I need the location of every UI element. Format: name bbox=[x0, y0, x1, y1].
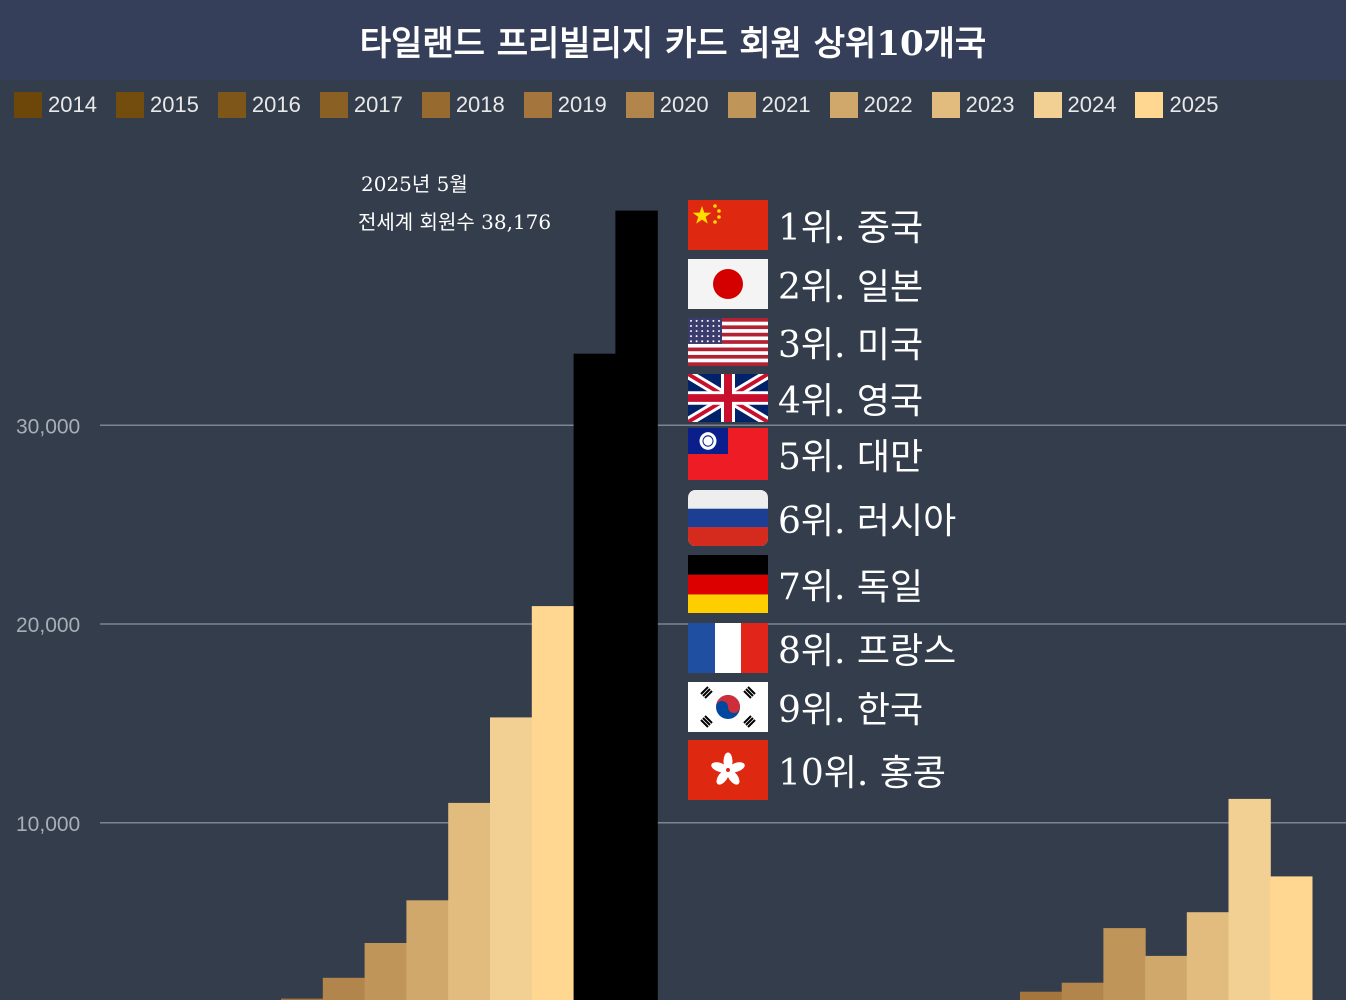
bar-2025 bbox=[531, 606, 575, 1000]
bar-2020 bbox=[1061, 982, 1104, 1000]
france-flag-icon bbox=[688, 623, 768, 673]
rank-label: 4위. 영국 bbox=[778, 381, 924, 422]
bar-2024 bbox=[1228, 798, 1271, 1000]
bar-2019 bbox=[281, 998, 324, 1000]
legend-swatch bbox=[829, 92, 858, 118]
rank-label: 7위. 독일 bbox=[778, 567, 924, 608]
y-tick-label: 30,000 bbox=[16, 415, 80, 438]
bar-undefined bbox=[573, 353, 616, 1000]
rank-label: 9위. 한국 bbox=[778, 690, 924, 731]
russia-flag-icon bbox=[688, 490, 768, 546]
annotation-line: 2025년 5월 bbox=[361, 172, 468, 196]
taiwan-flag-icon bbox=[688, 428, 768, 480]
rank-label: 1위. 중국 bbox=[778, 208, 924, 249]
legend-item-2024: 2024 bbox=[1033, 92, 1117, 118]
rank-label: 5위. 대만 bbox=[778, 437, 924, 478]
legend-label: 2018 bbox=[455, 92, 505, 117]
rank-label: 2위. 일본 bbox=[778, 267, 924, 308]
usa-flag-icon bbox=[688, 318, 768, 366]
rank-label: 10위. 홍콩 bbox=[778, 753, 947, 794]
legend-swatch bbox=[14, 92, 42, 118]
bar-2021 bbox=[364, 943, 407, 1000]
bar-2022 bbox=[406, 900, 449, 1000]
hongkong-flag-icon bbox=[688, 740, 768, 800]
bar-2025 bbox=[1270, 876, 1313, 1000]
rank-label: 8위. 프랑스 bbox=[778, 631, 957, 672]
bar-2021 bbox=[1103, 928, 1146, 1000]
japan-flag-icon bbox=[688, 259, 768, 309]
legend-swatch bbox=[319, 92, 348, 118]
legend-label: 2016 bbox=[251, 92, 301, 117]
legend-swatch bbox=[1135, 92, 1164, 118]
legend: 2014 2015 2016 2017 2018 2019 2020 2021 2022 2023… bbox=[14, 90, 1237, 120]
germany-flag-icon bbox=[688, 555, 768, 613]
bar-layer bbox=[281, 210, 1313, 1000]
legend-item-2023: 2023 bbox=[931, 92, 1015, 118]
legend-item-2025: 2025 bbox=[1135, 92, 1218, 118]
legend-item-2020: 2020 bbox=[625, 92, 709, 118]
grid-layer: 10,000 20,000 30,000 bbox=[16, 415, 1346, 836]
rank-row: 5위. 대만 bbox=[688, 428, 923, 480]
bar-2024 bbox=[490, 717, 533, 1000]
bar-2023 bbox=[448, 802, 491, 1000]
y-tick-label: 20,000 bbox=[16, 614, 80, 637]
legend-label: 2015 bbox=[149, 92, 199, 117]
legend-item-2014: 2014 bbox=[14, 92, 97, 118]
legend-label: 2025 bbox=[1169, 92, 1219, 117]
legend-swatch bbox=[1033, 92, 1062, 118]
rank-row: 2위. 일본 bbox=[688, 258, 923, 310]
rank-row: 9위. 한국 bbox=[688, 681, 923, 733]
legend-item-2016: 2016 bbox=[217, 92, 301, 118]
korea-flag-icon bbox=[688, 682, 768, 732]
bar-2023 bbox=[1186, 912, 1230, 1000]
legend-item-2021: 2021 bbox=[727, 92, 811, 118]
legend-item-2017: 2017 bbox=[319, 92, 403, 118]
title-bar: 타일랜드 프리빌리지 카드 회원 상위10개국 bbox=[0, 0, 1346, 80]
legend-item-2018: 2018 bbox=[421, 92, 505, 118]
annotation-line: 전세계 회원수 38,176 bbox=[358, 210, 551, 234]
rank-row: 6위. 러시아 bbox=[688, 490, 956, 546]
legend-swatch bbox=[217, 92, 246, 118]
legend-label: 2014 bbox=[48, 92, 97, 117]
legend-label: 2024 bbox=[1067, 92, 1117, 117]
rank-row: 1위. 중국 bbox=[688, 199, 923, 251]
rank-row: 3위. 미국 bbox=[688, 316, 923, 368]
legend-label: 2019 bbox=[557, 92, 607, 117]
legend-swatch bbox=[931, 92, 960, 118]
legend-item-2015: 2015 bbox=[115, 92, 199, 118]
legend-swatch bbox=[421, 92, 450, 118]
rank-label: 6위. 러시아 bbox=[778, 501, 957, 542]
rank-row: 10위. 홍콩 bbox=[688, 740, 946, 800]
rank-row: 7위. 독일 bbox=[688, 555, 923, 613]
legend-swatch bbox=[115, 92, 144, 118]
bar-2022 bbox=[1145, 955, 1188, 1000]
rank-row: 8위. 프랑스 bbox=[688, 622, 956, 674]
legend-item-2019: 2019 bbox=[523, 92, 607, 118]
legend-label: 2017 bbox=[353, 92, 403, 117]
bar-2019 bbox=[1020, 991, 1063, 1000]
legend-swatch bbox=[727, 92, 756, 118]
legend-swatch bbox=[523, 92, 552, 118]
legend-label: 2021 bbox=[761, 92, 811, 117]
chart-title: 타일랜드 프리빌리지 카드 회원 상위10개국 bbox=[359, 23, 987, 64]
uk-flag-icon bbox=[688, 374, 768, 422]
rank-row: 4위. 영국 bbox=[688, 372, 923, 424]
legend-label: 2023 bbox=[965, 92, 1015, 117]
legend-label: 2022 bbox=[863, 92, 913, 117]
legend-label: 2020 bbox=[659, 92, 709, 117]
bar-2020 bbox=[322, 977, 366, 1000]
y-tick-label: 10,000 bbox=[16, 813, 80, 836]
china-flag-icon bbox=[688, 200, 768, 250]
legend-item-2022: 2022 bbox=[829, 92, 913, 118]
bar-undefined bbox=[615, 210, 658, 1000]
rank-label: 3위. 미국 bbox=[778, 325, 924, 366]
legend-swatch bbox=[625, 92, 654, 118]
